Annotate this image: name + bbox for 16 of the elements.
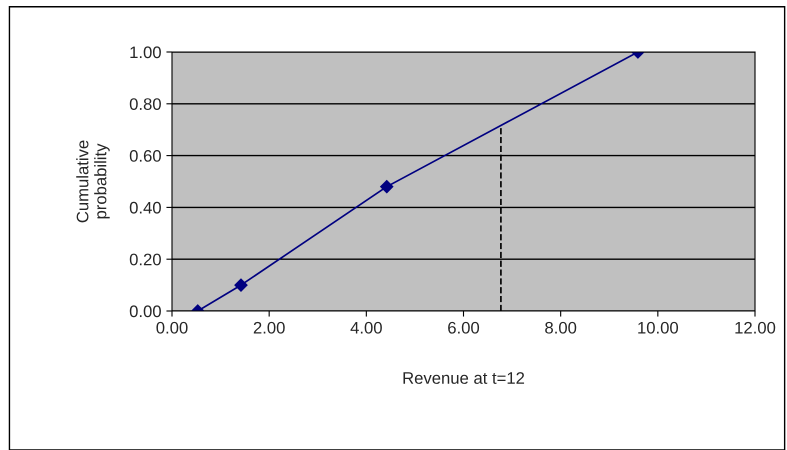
point	[380, 180, 394, 194]
x-tick-label: 2.00	[254, 322, 285, 334]
y-tick-label: 0.40	[130, 202, 161, 214]
y-tick-label: 1.00	[130, 46, 161, 58]
y-tick-label: 0.80	[130, 98, 161, 110]
x-tick-label: 0.00	[156, 322, 188, 334]
x-tick-label: 8.00	[545, 322, 576, 334]
x-tick-label: 12.00	[735, 322, 776, 334]
x-tick-label: 6.00	[448, 322, 480, 334]
y-tick-label: 0.60	[130, 150, 161, 162]
y-axis-title: Cumulative probability	[76, 140, 110, 222]
y-tick-label: 0.00	[130, 305, 161, 318]
x-tick-label: 4.00	[350, 322, 382, 334]
x-axis-title: Revenue at t=12	[403, 372, 524, 384]
y-tick-label: 0.20	[130, 254, 161, 266]
x-tick-label: 10.00	[638, 322, 678, 334]
